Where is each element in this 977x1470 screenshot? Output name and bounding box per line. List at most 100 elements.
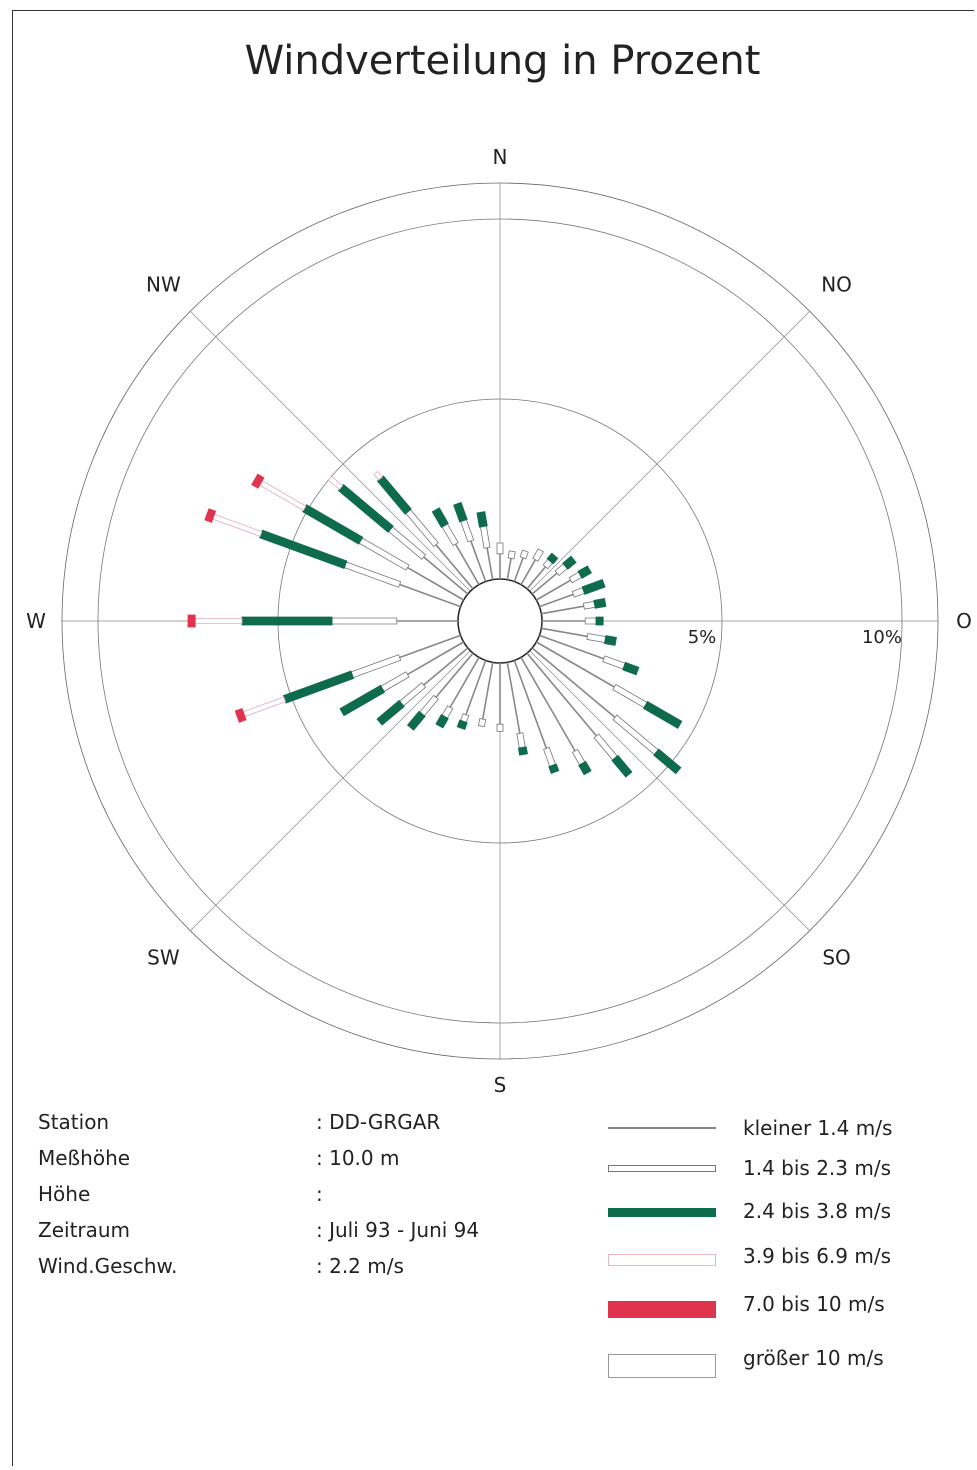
bar-segment	[302, 504, 364, 545]
bar-segment	[476, 511, 488, 528]
bar-segment	[423, 556, 469, 595]
bar-segment	[407, 641, 465, 676]
bar-segment	[204, 508, 217, 523]
legend-item: 1.4 bis 2.3 m/s	[608, 1156, 968, 1196]
info-row-station: Station : DD-GRGAR	[38, 1110, 638, 1140]
bar-segment	[507, 550, 516, 560]
bar-segment	[358, 537, 410, 571]
bar-segment	[376, 699, 405, 726]
bar-segment	[212, 513, 263, 537]
legend-label: 3.9 bis 6.9 m/s	[743, 1244, 891, 1268]
bar-segment	[526, 566, 547, 590]
info-value: :	[316, 1182, 323, 1206]
bar-segment	[453, 501, 468, 523]
chart-frame	[12, 10, 974, 1466]
bar-segment	[486, 547, 494, 580]
info-value: : 10.0 m	[316, 1146, 400, 1170]
legend-swatch-gt10	[608, 1354, 716, 1378]
direction-label-S: S	[494, 1073, 507, 1097]
bar-segment	[343, 561, 402, 588]
spoke-NW	[190, 311, 471, 592]
bar-segment	[350, 654, 402, 679]
bar-segment	[399, 634, 461, 659]
ring-label-2: 10%	[862, 627, 902, 648]
legend-label: 7.0 bis 10 m/s	[743, 1292, 885, 1316]
bar-segment	[517, 746, 528, 756]
bar-segment	[470, 540, 487, 582]
legend-item: 2.4 bis 3.8 m/s	[608, 1199, 968, 1239]
legend-label: kleiner 1.4 m/s	[743, 1116, 893, 1140]
bar-segment	[582, 600, 596, 610]
bar-segment	[593, 733, 618, 761]
legend-item: 7.0 bis 10 m/s	[608, 1292, 968, 1332]
bar-segment	[513, 557, 524, 582]
bar-segment	[481, 662, 494, 720]
bar-segment	[234, 707, 247, 723]
legend-swatch-1-4-2-3	[608, 1165, 716, 1172]
bar-segment	[337, 483, 394, 533]
direction-label-SW: SW	[147, 946, 180, 970]
bar-segment	[516, 732, 526, 749]
bar-segment	[431, 507, 449, 528]
bar-segment	[546, 552, 559, 565]
legend-swatch-lt1-4	[608, 1127, 716, 1129]
legend-label: größer 10 m/s	[743, 1346, 884, 1370]
bar-segment	[526, 652, 598, 737]
direction-label-NO: NO	[821, 272, 852, 296]
bar-segment	[187, 614, 196, 628]
bar-segment	[242, 696, 287, 718]
info-row-zeitraum: Zeitraum : Juli 93 - Juni 94	[38, 1218, 638, 1248]
bar-segment	[602, 655, 626, 670]
bar-segment	[642, 700, 683, 729]
bar-segment	[406, 710, 426, 731]
bar-segment	[496, 542, 504, 555]
bar-segment	[465, 660, 487, 715]
legend-swatch-2-4-3-8	[608, 1208, 716, 1217]
bar-segment	[399, 583, 461, 608]
bar-segment	[449, 656, 480, 708]
bar-segment	[612, 714, 659, 755]
bar-segment	[531, 647, 616, 719]
bar-segment	[506, 558, 512, 580]
spoke-SO	[529, 650, 810, 931]
bar-segment	[460, 519, 475, 543]
bar-segment	[259, 480, 307, 511]
bar-segment	[539, 593, 574, 608]
legend-swatch-7-10	[608, 1301, 716, 1318]
bar-segment	[380, 671, 410, 692]
bar-segment	[251, 473, 265, 489]
info-value: : Juli 93 - Juni 94	[316, 1218, 480, 1242]
bar-segment	[520, 656, 576, 752]
bar-segment	[586, 633, 607, 643]
bar-segment	[611, 754, 633, 778]
bar-segment	[435, 714, 449, 729]
bar-segment	[435, 544, 474, 590]
legend-item: 3.9 bis 6.9 m/s	[608, 1244, 968, 1284]
bar-segment	[441, 523, 459, 547]
bar-segment	[407, 566, 465, 601]
bar-segment	[577, 565, 592, 579]
bar-segment	[405, 509, 439, 548]
bar-segment	[535, 579, 572, 601]
bar-segment	[593, 598, 607, 609]
chart-title: Windverteilung in Prozent	[244, 38, 761, 84]
bar-segment	[376, 475, 412, 515]
bar-segment	[496, 723, 504, 732]
bar-segment	[479, 525, 491, 549]
direction-label-SO: SO	[822, 946, 850, 970]
spoke-SW	[190, 650, 471, 931]
legend-label: 2.4 bis 3.8 m/s	[743, 1199, 891, 1223]
bar-segment	[653, 748, 682, 775]
spoke-NO	[529, 311, 810, 592]
legend-swatch-3-9-6-9	[608, 1254, 716, 1266]
bar-segment	[578, 760, 592, 776]
legend-item: kleiner 1.4 m/s	[608, 1116, 968, 1156]
info-value: : DD-GRGAR	[316, 1110, 441, 1134]
bar-segment	[535, 641, 615, 688]
bar-segment	[562, 555, 577, 570]
bar-segment	[541, 605, 585, 615]
bar-segment	[399, 682, 427, 707]
bar-segment	[454, 543, 480, 586]
bar-segment	[259, 529, 348, 570]
bar-segment	[478, 718, 487, 728]
